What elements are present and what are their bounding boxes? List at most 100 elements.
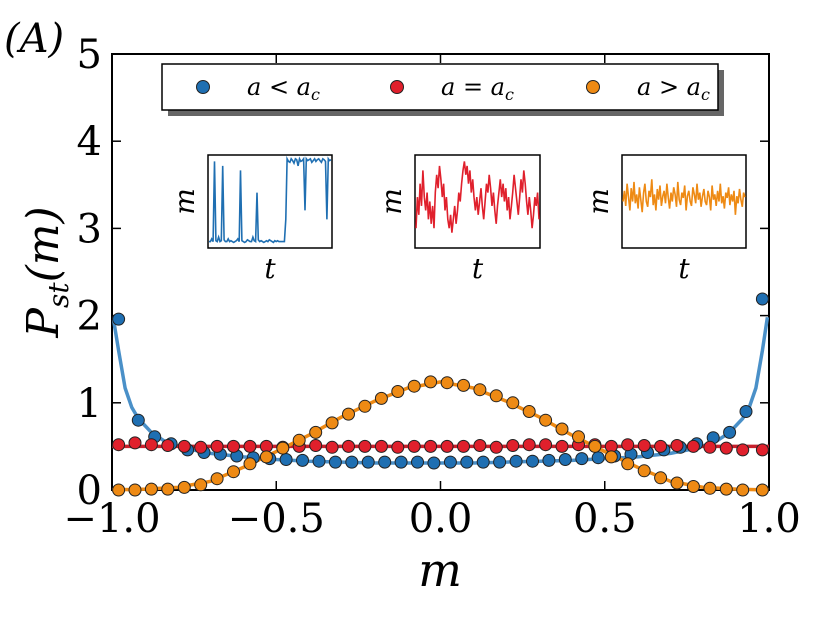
data-point-series-0	[739, 405, 753, 418]
data-point-series-1	[506, 439, 520, 452]
inset-xlabel-2: t	[678, 252, 690, 285]
data-point-series-1	[210, 439, 224, 453]
axis-ticks	[111, 53, 770, 491]
data-point-series-2	[440, 376, 454, 390]
data-point-series-1	[719, 441, 733, 455]
legend-marker-2	[586, 80, 600, 94]
inset-trace-0	[209, 155, 332, 244]
data-point-series-2	[292, 433, 306, 447]
data-point-series-2	[686, 480, 700, 493]
data-point-series-0	[460, 455, 474, 469]
data-point-series-2	[243, 457, 257, 471]
x-tick-label: 0.0	[409, 496, 473, 542]
data-point-series-2	[128, 483, 142, 497]
data-point-series-2	[719, 482, 733, 496]
inset-xlabel-0: t	[264, 252, 276, 285]
legend-label-2: a > ac	[637, 73, 710, 104]
data-point-series-2	[506, 396, 520, 410]
legend-label-0: a < ac	[247, 73, 320, 104]
data-point-series-2	[358, 399, 372, 413]
data-point-series-2	[755, 483, 769, 497]
data-point-series-0	[476, 455, 490, 469]
inset-0: tm	[168, 154, 333, 285]
data-point-series-0	[378, 455, 392, 469]
data-point-series-0	[591, 451, 605, 465]
data-point-series-1	[555, 439, 569, 453]
data-point-series-2	[703, 481, 717, 495]
data-point-series-0	[575, 452, 589, 466]
data-point-series-0	[493, 455, 507, 469]
data-point-series-2	[325, 416, 339, 430]
data-point-series-0	[411, 455, 424, 469]
data-point-series-2	[670, 476, 684, 490]
x-tick-label: 1.0	[737, 496, 801, 542]
data-point-series-2	[572, 430, 585, 444]
x-tick-label: −0.5	[228, 496, 325, 542]
data-point-series-2	[309, 425, 323, 439]
panel-label: (A)	[4, 16, 64, 62]
data-point-series-0	[345, 455, 359, 469]
data-point-series-1	[374, 439, 388, 453]
y-tick-label: 5	[77, 32, 102, 78]
legend-label-1: a = ac	[441, 73, 514, 104]
data-point-series-2	[342, 407, 355, 421]
data-point-series-1	[539, 438, 553, 452]
data-point-series-2	[210, 472, 224, 486]
data-point-series-0	[509, 454, 523, 468]
data-point-series-2	[407, 379, 421, 393]
data-point-series-0	[443, 455, 457, 469]
y-axis-label-text: Pst(m)	[18, 206, 75, 338]
data-point-series-0	[361, 455, 375, 469]
data-point-series-2	[621, 457, 635, 471]
data-point-series-0	[312, 454, 326, 468]
inset-ylabel-0: m	[168, 188, 201, 215]
data-point-series-0	[526, 454, 539, 468]
data-point-series-1	[670, 439, 684, 452]
data-point-series-1	[342, 439, 355, 453]
data-point-series-1	[637, 439, 651, 452]
data-point-series-0	[755, 292, 769, 306]
data-point-series-2	[391, 385, 405, 398]
data-point-series-2	[539, 413, 553, 427]
y-tick-label: 2	[77, 294, 102, 340]
data-point-series-2	[522, 405, 536, 418]
data-point-series-2	[489, 389, 503, 403]
data-point-series-2	[259, 450, 273, 464]
data-point-series-1	[243, 439, 257, 453]
data-point-series-2	[276, 441, 290, 455]
tick-labels: −1.0 −0.5 0.0 0.5 1.0 0 1 2 3 4 5	[63, 32, 800, 542]
fit-curves	[111, 317, 770, 492]
data-point-series-0	[558, 453, 572, 466]
data-point-series-1	[424, 439, 438, 453]
data-points	[112, 292, 769, 497]
data-point-series-2	[144, 482, 158, 496]
data-point-series-1	[227, 439, 240, 453]
data-point-series-1	[621, 438, 635, 452]
y-tick-label: 1	[77, 381, 102, 427]
data-point-series-0	[427, 456, 441, 470]
inset-trace-2	[622, 179, 746, 215]
data-point-series-2	[555, 422, 569, 436]
data-point-series-1	[736, 443, 750, 457]
data-point-series-1	[144, 438, 158, 452]
data-point-series-1	[686, 439, 700, 453]
data-point-series-2	[177, 480, 191, 494]
fit-curve-series-2	[111, 380, 770, 492]
data-point-series-0	[723, 425, 737, 439]
data-point-series-1	[309, 439, 323, 452]
data-point-series-2	[424, 375, 438, 389]
data-point-series-2	[227, 465, 240, 479]
y-tick-label: 0	[77, 468, 102, 514]
inset-1: tm	[375, 154, 541, 285]
x-tick-label: 0.5	[573, 496, 637, 542]
data-point-series-1	[703, 440, 717, 454]
data-point-series-2	[194, 478, 208, 492]
data-point-series-2	[736, 483, 750, 497]
data-point-series-2	[604, 450, 618, 464]
legend-box	[161, 63, 719, 111]
y-tick-label: 3	[77, 206, 102, 252]
data-point-series-2	[457, 378, 470, 392]
data-point-series-1	[440, 439, 454, 453]
